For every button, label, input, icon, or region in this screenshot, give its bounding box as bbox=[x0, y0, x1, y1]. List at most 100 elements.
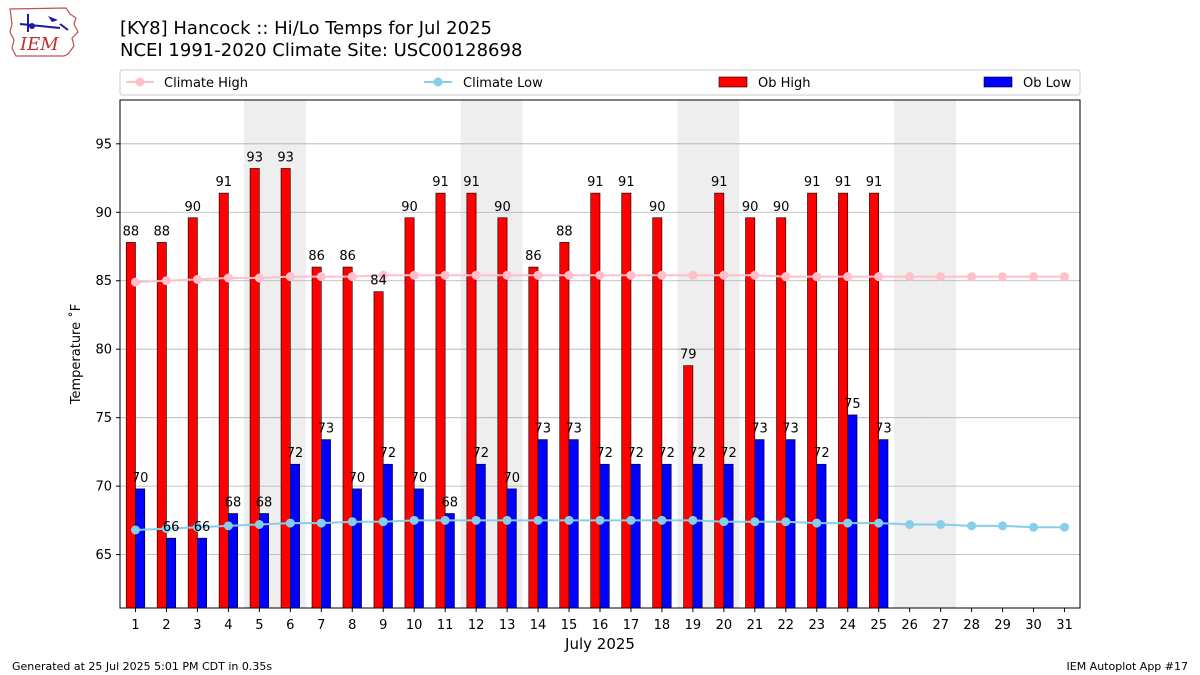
chart-subtitle: NCEI 1991-2020 Climate Site: USC00128698 bbox=[120, 40, 523, 61]
ob-low-label: 70 bbox=[132, 471, 149, 486]
climate-low-point bbox=[130, 525, 140, 535]
ob-low-label: 72 bbox=[689, 446, 706, 461]
ob-low-label: 70 bbox=[411, 471, 428, 486]
ob-low-label: 70 bbox=[503, 471, 520, 486]
climate-low-point bbox=[347, 517, 357, 527]
x-tick-label: 31 bbox=[1056, 618, 1073, 633]
climate-low-point bbox=[595, 515, 605, 525]
ob-high-label: 88 bbox=[154, 224, 171, 239]
climate-high-point bbox=[161, 276, 171, 286]
ob-high-bar bbox=[621, 192, 632, 609]
ob-low-bar bbox=[661, 463, 672, 609]
y-tick-label: 80 bbox=[95, 343, 112, 358]
ob-low-bar bbox=[475, 463, 486, 609]
ob-high-label: 90 bbox=[494, 200, 511, 215]
ob-low-bar bbox=[847, 414, 858, 609]
ob-high-bar bbox=[125, 242, 136, 609]
x-tick-label: 10 bbox=[406, 618, 423, 633]
climate-low-point bbox=[502, 515, 512, 525]
climate-low-point bbox=[1060, 522, 1070, 532]
climate-high-point bbox=[192, 274, 202, 284]
ob-low-label: 73 bbox=[534, 422, 551, 437]
legend-climate-low-label: Climate Low bbox=[463, 76, 543, 91]
climate-low-point bbox=[409, 515, 419, 525]
climate-low-point bbox=[998, 521, 1008, 531]
climate-high-point bbox=[967, 272, 977, 282]
ob-high-label: 86 bbox=[308, 249, 325, 264]
climate-low-point bbox=[161, 524, 171, 534]
ob-high-label: 91 bbox=[432, 175, 449, 190]
ob-high-label: 91 bbox=[587, 175, 604, 190]
climate-high-point bbox=[843, 272, 853, 282]
ob-high-bar bbox=[280, 168, 291, 609]
climate-low-point bbox=[843, 518, 853, 528]
legend-ob-high-swatch bbox=[718, 76, 748, 88]
climate-high-point bbox=[254, 273, 264, 283]
ob-low-bar bbox=[723, 463, 734, 609]
x-tick-label: 27 bbox=[932, 618, 949, 633]
climate-low-point bbox=[812, 518, 822, 528]
climate-high-point bbox=[750, 270, 760, 280]
climate-high-point bbox=[595, 270, 605, 280]
x-tick-label: 1 bbox=[131, 618, 139, 633]
ob-low-label: 75 bbox=[844, 397, 861, 412]
x-tick-label: 11 bbox=[437, 618, 454, 633]
x-tick-label: 29 bbox=[994, 618, 1011, 633]
x-tick-label: 6 bbox=[286, 618, 294, 633]
ob-low-bar bbox=[506, 488, 517, 609]
ob-high-bar bbox=[683, 365, 694, 609]
climate-low-point bbox=[564, 515, 574, 525]
climate-low-point bbox=[874, 518, 884, 528]
ob-high-label: 91 bbox=[618, 175, 635, 190]
x-tick-label: 20 bbox=[716, 618, 733, 633]
climate-low-point bbox=[657, 515, 667, 525]
ob-high-label: 93 bbox=[246, 150, 263, 165]
climate-high-point bbox=[688, 270, 698, 280]
ob-high-label: 79 bbox=[680, 348, 697, 363]
legend-ob-high-label: Ob High bbox=[758, 76, 811, 91]
ob-high-bar bbox=[435, 192, 446, 609]
climate-low-point bbox=[1029, 522, 1039, 532]
climate-high-point bbox=[471, 270, 481, 280]
x-tick-label: 7 bbox=[317, 618, 325, 633]
climate-high-point bbox=[1029, 272, 1039, 282]
climate-high-point bbox=[657, 270, 667, 280]
ob-low-label: 68 bbox=[256, 496, 273, 511]
x-tick-label: 9 bbox=[379, 618, 387, 633]
climate-high-point bbox=[409, 270, 419, 280]
x-tick-label: 17 bbox=[623, 618, 640, 633]
ob-low-label: 73 bbox=[751, 422, 768, 437]
ob-high-bar bbox=[466, 192, 477, 609]
ob-low-label: 73 bbox=[875, 422, 892, 437]
ob-low-label: 66 bbox=[163, 520, 180, 535]
chart-title: [KY8] Hancock :: Hi/Lo Temps for Jul 202… bbox=[120, 18, 492, 39]
climate-low-point bbox=[781, 517, 791, 527]
climate-low-point bbox=[936, 519, 946, 529]
climate-low-point bbox=[905, 519, 915, 529]
ob-high-label: 84 bbox=[370, 274, 387, 289]
ob-low-bar bbox=[197, 537, 208, 609]
climate-high-point bbox=[502, 270, 512, 280]
x-tick-label: 14 bbox=[530, 618, 547, 633]
ob-low-label: 73 bbox=[565, 422, 582, 437]
ob-low-bar bbox=[816, 463, 827, 609]
climate-low-point bbox=[471, 515, 481, 525]
climate-low-point bbox=[750, 517, 760, 527]
x-tick-label: 30 bbox=[1025, 618, 1042, 633]
ob-high-bar bbox=[590, 192, 601, 609]
legend-climate-low-marker bbox=[433, 77, 443, 87]
climate-low-point bbox=[967, 521, 977, 531]
ob-low-label: 72 bbox=[380, 446, 397, 461]
ob-low-label: 68 bbox=[225, 496, 242, 511]
y-tick-label: 75 bbox=[95, 411, 112, 426]
climate-low-point bbox=[254, 519, 264, 529]
ob-high-label: 90 bbox=[185, 200, 202, 215]
climate-high-point bbox=[905, 272, 915, 282]
ob-low-label: 73 bbox=[318, 422, 335, 437]
ob-low-bar bbox=[166, 537, 177, 609]
x-tick-label: 12 bbox=[468, 618, 485, 633]
logo-text: IEM bbox=[20, 34, 59, 55]
ob-high-label: 90 bbox=[401, 200, 418, 215]
ob-low-label: 72 bbox=[473, 446, 490, 461]
